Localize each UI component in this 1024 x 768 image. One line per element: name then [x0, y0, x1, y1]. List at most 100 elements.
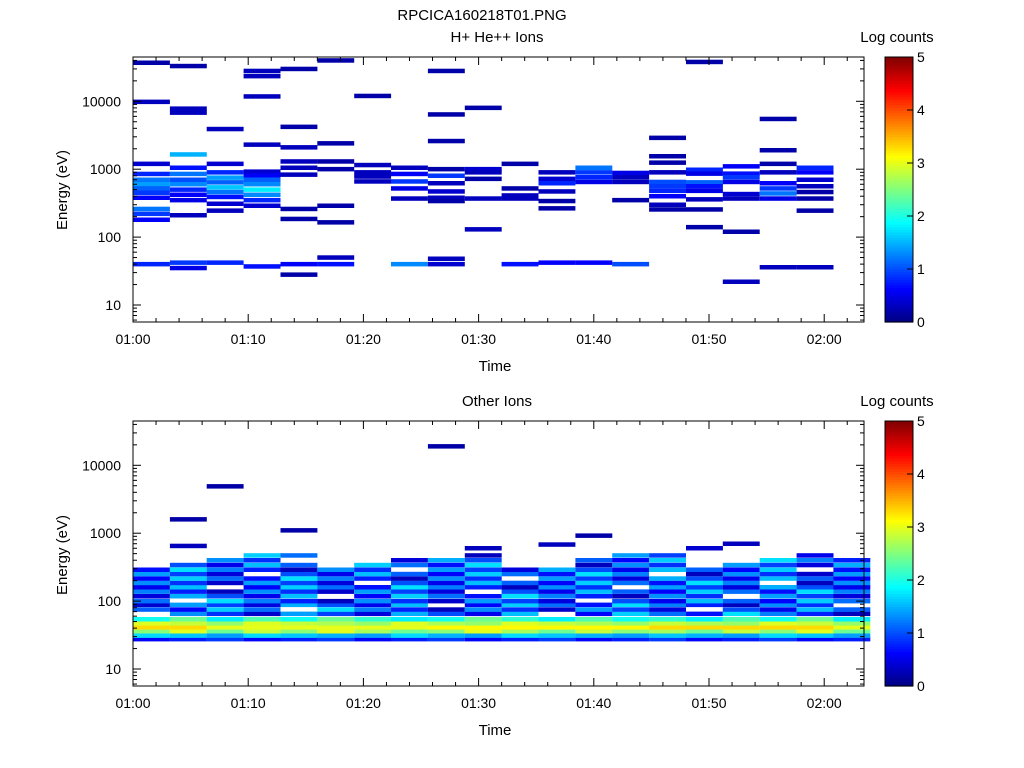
colorbar-step: [885, 450, 913, 454]
heatmap-cell: [464, 629, 502, 634]
heatmap-cell: [427, 181, 465, 186]
heatmap-cell: [133, 217, 170, 222]
heatmap-cell: [575, 580, 613, 586]
heatmap-cell: [464, 176, 502, 182]
heatmap-cell: [686, 598, 723, 604]
colorbar-step: [885, 630, 913, 634]
heatmap-cell: [464, 105, 502, 111]
x-tick-label: 01:10: [231, 695, 266, 711]
heatmap-cell: [354, 617, 392, 622]
colorbar-step: [885, 540, 913, 544]
colorbar-step: [885, 110, 913, 114]
heatmap-cell: [501, 571, 539, 577]
heatmap-cell: [391, 571, 428, 577]
x-tick-label: 01:00: [115, 331, 150, 347]
heatmap-cell: [501, 621, 539, 626]
heatmap-cell: [612, 553, 650, 558]
heatmap-cell: [354, 611, 392, 617]
heatmap-cell: [391, 589, 428, 594]
heatmap-cell: [649, 633, 686, 638]
heatmap-cell: [243, 580, 281, 586]
colorbar-step: [885, 627, 913, 631]
colorbar-step: [885, 474, 913, 478]
heatmap-cell: [796, 562, 834, 568]
colorbar-step: [885, 133, 913, 138]
heatmap-cell: [722, 229, 760, 234]
panel-other-ions: Other Ions Log counts Time Energy (eV) 0…: [54, 393, 934, 739]
colorbar-step: [885, 176, 913, 180]
heatmap-cell: [538, 594, 576, 599]
colorbar-step: [885, 86, 913, 90]
heatmap-cell: [759, 598, 797, 604]
heatmap-cell: [464, 571, 502, 577]
colorbar: 0 1 2 3 4 5: [884, 49, 925, 330]
colorbar-step: [885, 463, 913, 467]
colorbar-step: [885, 556, 913, 560]
heatmap-cell: [501, 193, 539, 198]
colorbar-step: [885, 662, 913, 666]
colorbar-step: [885, 80, 913, 85]
y-tick-label: 1000: [90, 525, 121, 541]
heatmap-cell: [759, 607, 797, 612]
heatmap-cell: [759, 562, 797, 568]
heatmap-cell: [133, 607, 170, 612]
heatmap-cell: [612, 602, 650, 608]
heatmap-cell: [722, 629, 760, 634]
heatmap-cell: [391, 186, 428, 191]
heatmap-cell: [796, 598, 834, 604]
colorbar-step: [885, 508, 913, 512]
heatmap-cell: [280, 172, 318, 177]
colorbar-step: [885, 436, 913, 441]
heatmap-cell: [759, 636, 797, 642]
heatmap-cell: [206, 576, 244, 581]
heatmap-cell: [649, 617, 686, 622]
heatmap-cell: [833, 567, 871, 572]
heatmap-cell: [243, 636, 281, 642]
colorbar-step: [885, 67, 913, 71]
colorbar-step: [885, 99, 913, 103]
panel-title: H+ He++ Ions: [451, 29, 544, 46]
colorbar-step: [885, 123, 913, 127]
heatmap-cell: [575, 621, 613, 626]
heatmap-cell: [833, 611, 871, 617]
heatmap-cell: [612, 617, 650, 622]
heatmap-cell: [575, 589, 613, 594]
heatmap-cell: [612, 598, 650, 604]
colorbar-step: [885, 62, 913, 66]
colorbar-step: [885, 487, 913, 491]
colorbar-step: [885, 428, 913, 433]
heatmap-cell: [686, 180, 723, 185]
x-tick-label: 02:00: [807, 331, 842, 347]
colorbar-step: [885, 550, 913, 555]
heatmap-cell: [796, 621, 834, 626]
heatmap-cell: [243, 177, 281, 182]
heatmap-cell: [280, 261, 318, 267]
colorbar-tick-label: 0: [917, 314, 925, 330]
heatmap-cell: [686, 636, 723, 642]
colorbar-step: [885, 648, 913, 653]
heatmap-cell: [243, 598, 281, 604]
heatmap-cell: [796, 208, 834, 213]
heatmap-cell: [649, 154, 686, 159]
heatmap-cell: [317, 629, 355, 634]
heatmap-cell: [169, 625, 207, 630]
heatmap-cell: [464, 585, 502, 590]
colorbar-step: [885, 223, 913, 228]
colorbar-step: [885, 466, 913, 470]
heatmap-cell: [575, 179, 613, 185]
colorbar-step: [885, 617, 913, 621]
heatmap-cell: [427, 617, 465, 622]
colorbar-step: [885, 601, 913, 605]
x-tick-label: 01:10: [231, 331, 266, 347]
heatmap-cell: [354, 93, 392, 99]
heatmap-cell: [759, 611, 797, 617]
heatmap-cell: [354, 162, 392, 168]
colorbar-step: [885, 261, 913, 265]
heatmap-cell: [354, 621, 392, 626]
heatmap-cell: [501, 636, 539, 642]
heatmap-cell: [722, 598, 760, 604]
heatmap-cell: [133, 594, 170, 599]
colorbar-step: [885, 149, 913, 153]
colorbar-step: [885, 503, 913, 507]
heatmap-cell: [391, 179, 428, 184]
